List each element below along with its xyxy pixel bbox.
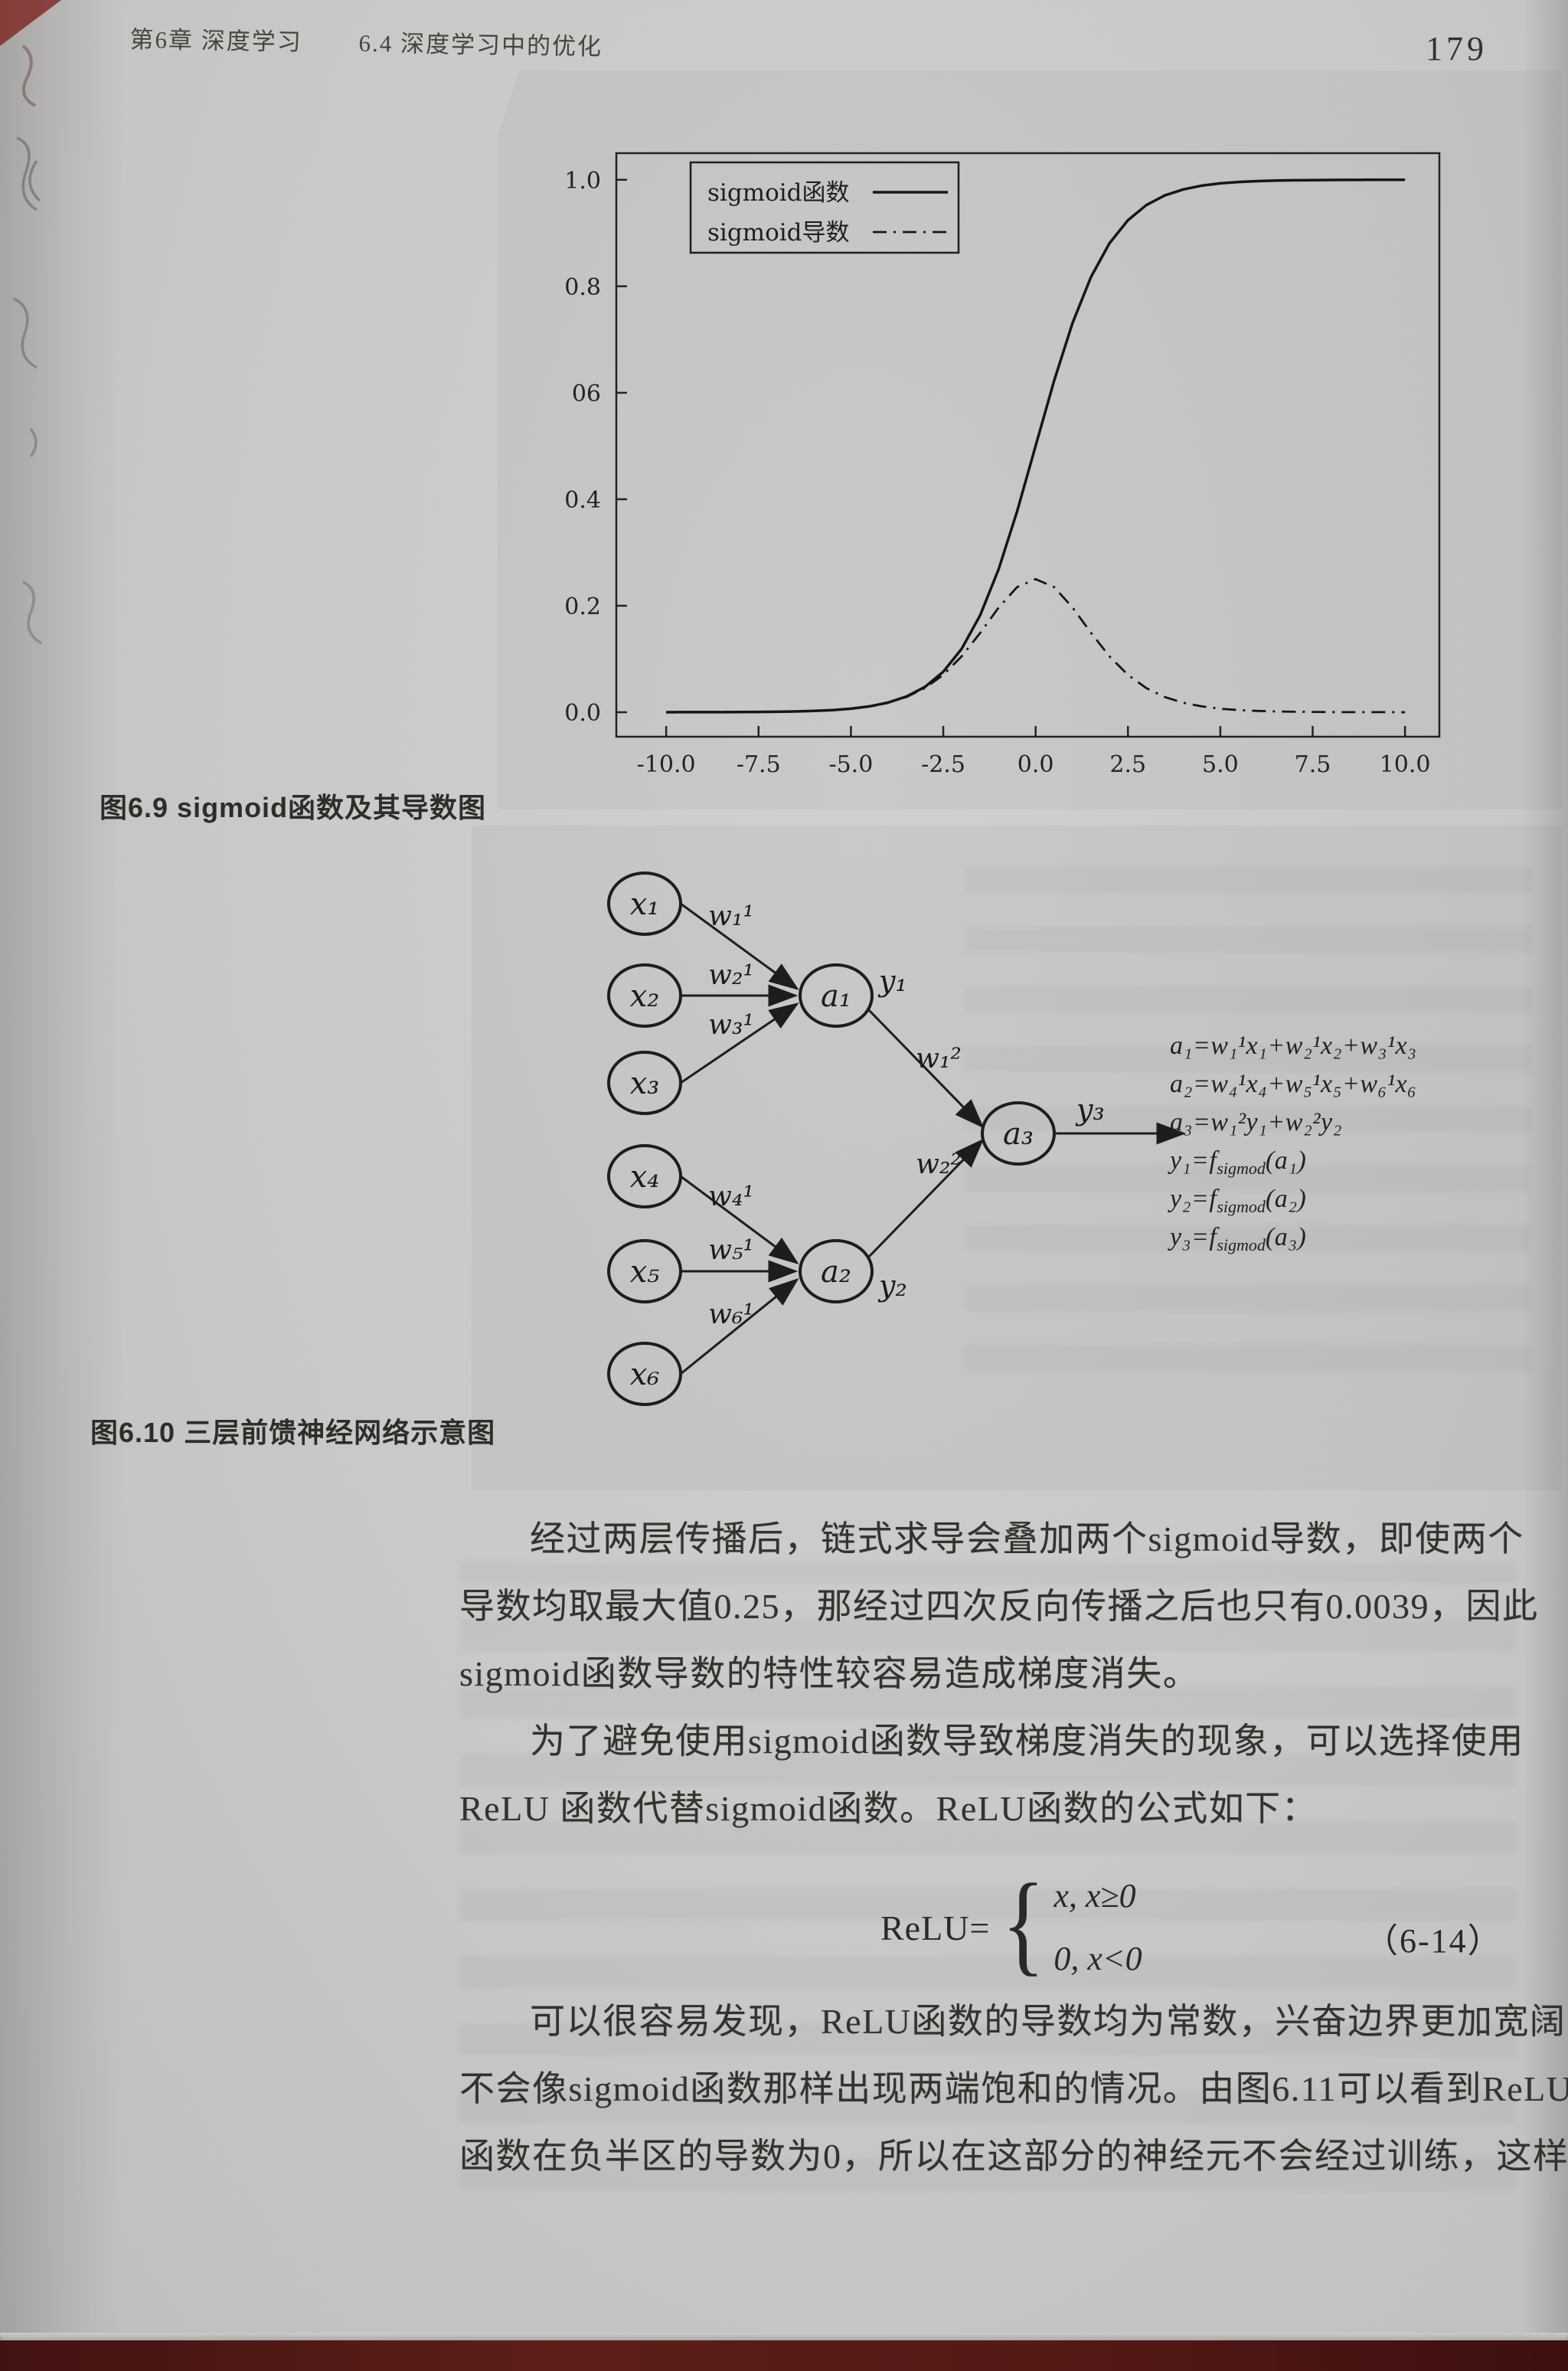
output-y2-label: y₂ xyxy=(877,1269,907,1303)
node-x1-label: x₁ xyxy=(630,887,660,922)
y-axis-tick-label: 0.2 xyxy=(564,594,601,620)
page-header: 第6章 深度学习 6.4 深度学习中的优化 xyxy=(129,20,603,62)
node-x4 xyxy=(607,1144,682,1208)
y-axis-tick-label: 0.8 xyxy=(564,274,601,301)
legend-label-sigmoid: sigmoid函数 xyxy=(707,179,850,207)
x-axis-tick-label: -10.0 xyxy=(637,751,696,778)
equation-a3: a₃=w₁²y₁+w₂²y₂ xyxy=(1170,1108,1342,1136)
network-diagram: x₁ x₂ x₃ x₄ x₅ x₆ a₁ a₂ a₃ w₁¹ w₂¹ w₃¹ w… xyxy=(607,872,1187,1406)
relu-formula: ReLU= { x, x≥0 0, x<0 xyxy=(880,1867,1142,1988)
node-x5-label: x₅ xyxy=(630,1254,660,1290)
equation-y3: y₃=fsigmod(a₃) xyxy=(1170,1223,1307,1254)
edge-x4-a2 xyxy=(680,1175,799,1264)
relu-case-positive: x, x≥0 xyxy=(1054,1877,1136,1915)
node-x3-label: x₃ xyxy=(630,1066,660,1101)
relu-brace: { xyxy=(1001,1861,1046,1987)
chart-legend-box xyxy=(689,161,960,254)
node-x6 xyxy=(607,1342,682,1406)
weight-w4-1-label: w₄¹ xyxy=(708,1181,754,1212)
page-bottom-edge xyxy=(0,2333,1568,2340)
edge-x6-a2 xyxy=(680,1277,799,1375)
node-x2 xyxy=(607,963,682,1028)
equation-number: （6-14） xyxy=(1364,1922,1503,1960)
equation-y2: y₂=fsigmod(a₂) xyxy=(1170,1185,1307,1216)
node-x1 xyxy=(607,872,682,936)
node-x2-label: x₂ xyxy=(630,979,660,1014)
weight-w5-1-label: w₅¹ xyxy=(708,1235,754,1266)
node-a1-label: a₁ xyxy=(821,979,851,1014)
weight-w1-1-label: w₁¹ xyxy=(708,901,754,932)
output-y3-label: y₃ xyxy=(1075,1093,1105,1127)
weight-w1-2-label: w₁² xyxy=(916,1043,962,1074)
x-axis-tick-label: 0.0 xyxy=(1018,751,1054,778)
x-axis-tick-label: 2.5 xyxy=(1109,751,1146,778)
sigmoid-chart: sigmoid函数 sigmoid导数 -10.0 -7.5 -5.0 -2.5 0.0… xyxy=(564,152,1441,778)
weight-w3-1-label: w₃¹ xyxy=(708,1009,754,1041)
weight-w2-2-label: w₂² xyxy=(916,1149,962,1180)
x-axis-tick-label: 7.5 xyxy=(1295,751,1331,778)
node-a3 xyxy=(981,1101,1056,1166)
page-number: 179 xyxy=(1426,30,1488,67)
node-a3-label: a₃ xyxy=(1003,1117,1034,1152)
plot-frame xyxy=(615,152,1441,738)
output-y1-label: y₁ xyxy=(877,964,907,998)
y-axis-tick-label: 1.0 xyxy=(564,168,601,195)
body-line: 经过两层传播后，链式求导会叠加两个sigmoid导数，即使两个 xyxy=(530,1519,1524,1558)
legend-label-derivative: sigmoid导数 xyxy=(707,219,850,247)
body-line: 函数在负半区的导数为0，所以在这部分的神经元不会经过训练，这样 xyxy=(459,2137,1568,2176)
body-line: ReLU 函数代替sigmoid函数。ReLU函数的公式如下： xyxy=(459,1789,1318,1828)
weight-w2-1-label: w₂¹ xyxy=(708,960,754,991)
edge-x3-a1 xyxy=(680,1002,799,1084)
header-section: 6.4 深度学习中的优化 xyxy=(358,29,603,61)
node-x5 xyxy=(607,1239,682,1303)
equation-y1: y₁=fsigmod(a₁) xyxy=(1170,1146,1307,1178)
figure-6-9-caption: 图6.9 sigmoid函数及其导数图 xyxy=(100,792,487,823)
y-axis-tick-label: 0.4 xyxy=(564,487,601,514)
edge-x1-a1 xyxy=(680,902,799,990)
scan-shadow-diagram-area xyxy=(472,826,1562,1490)
node-x3 xyxy=(607,1051,682,1115)
body-line: 不会像sigmoid函数那样出现两端饱和的情况。由图6.11可以看到ReLU xyxy=(459,2069,1568,2108)
edge-a2-a3 xyxy=(866,1138,985,1260)
weight-w6-1-label: w₆¹ xyxy=(708,1299,754,1330)
y-axis-tick-label: 06 xyxy=(572,381,601,407)
body-line: 为了避免使用sigmoid函数导致梯度消失的现象，可以选择使用 xyxy=(530,1722,1524,1761)
x-axis-tick-label: 5.0 xyxy=(1202,751,1239,778)
y-axis-tick-label: 0.0 xyxy=(564,700,601,727)
edge-a1-a3 xyxy=(866,1007,985,1129)
body-line: 导数均取最大值0.25，那经过四次反向传播之后也只有0.0039，因此 xyxy=(459,1587,1539,1626)
x-axis-tick-label: -7.5 xyxy=(737,751,781,778)
body-line: 可以很容易发现，ReLU函数的导数均为常数，兴奋边界更加宽阔， xyxy=(530,2002,1568,2041)
scan-shadow-chart-area xyxy=(498,70,1562,809)
sigmoid-curve xyxy=(666,178,1406,714)
node-a2-label: a₂ xyxy=(821,1254,851,1290)
relu-lhs: ReLU= xyxy=(880,1908,991,1947)
node-x6-label: x₆ xyxy=(630,1357,660,1392)
relu-cases: x, x≥0 0, x<0 xyxy=(1054,1879,1142,1976)
node-a1 xyxy=(799,963,874,1028)
node-a2 xyxy=(799,1239,874,1303)
equation-a1: a₁=w₁¹x₁+w₂¹x₂+w₃¹x₃ xyxy=(1170,1032,1417,1060)
equation-a2: a₂=w₄¹x₄+w₅¹x₅+w₆¹x₆ xyxy=(1170,1070,1417,1098)
x-axis-tick-label: -5.0 xyxy=(828,751,873,778)
relu-case-negative: 0, x<0 xyxy=(1054,1940,1142,1977)
network-equations: a₁=w₁¹x₁+w₂¹x₂+w₃¹x₃ a₂=w₄¹x₄+w₅¹x₅+w₆¹x… xyxy=(1170,1028,1416,1257)
x-axis-tick-label: 10.0 xyxy=(1380,751,1431,778)
x-axis-tick-label: -2.5 xyxy=(921,751,965,778)
page-edge-handwriting-marks xyxy=(13,44,42,645)
node-x4-label: x₄ xyxy=(630,1159,660,1195)
photo-background-band xyxy=(0,2340,1568,2371)
sigmoid-derivative-curve xyxy=(666,577,1406,714)
body-line: sigmoid函数导数的特性较容易造成梯度消失。 xyxy=(459,1654,1200,1693)
header-chapter: 第6章 深度学习 xyxy=(129,25,303,56)
figure-6-10-caption: 图6.10 三层前馈神经网络示意图 xyxy=(90,1417,496,1448)
